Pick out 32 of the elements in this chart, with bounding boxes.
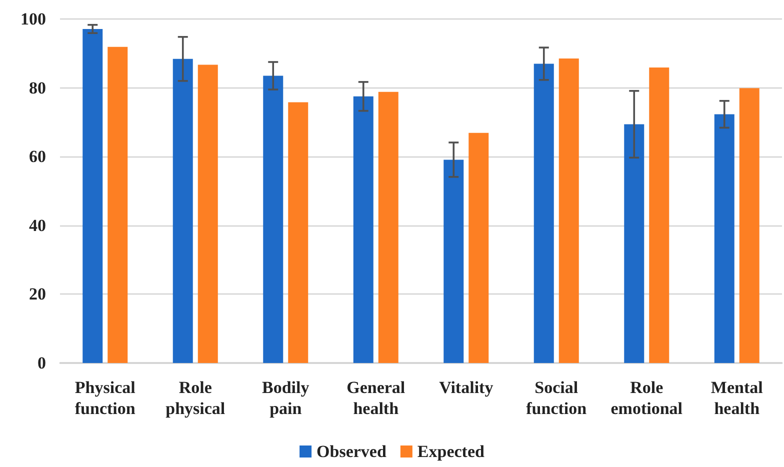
bar — [172, 58, 193, 363]
bar — [558, 58, 579, 363]
bar — [534, 64, 554, 363]
bar — [82, 28, 103, 363]
y-tick-label: 20 — [29, 284, 46, 304]
bar — [468, 132, 489, 363]
x-tick-label: Vitality — [439, 378, 494, 397]
bar — [263, 76, 284, 363]
bar — [444, 160, 464, 363]
x-tick-label: Role emotional — [610, 378, 683, 418]
y-tick-label: 100 — [20, 10, 46, 28]
x-tick-label: Social function — [526, 378, 588, 418]
legend-label: Observed — [316, 442, 387, 461]
bar — [649, 68, 670, 363]
bar — [108, 46, 128, 363]
x-tick-label: Role physical — [166, 378, 226, 418]
bar — [739, 88, 760, 363]
bar — [714, 114, 734, 363]
bar — [353, 96, 374, 363]
bar — [198, 64, 218, 363]
bar — [288, 102, 308, 363]
y-tick-label: 0 — [38, 354, 46, 372]
x-tick-label: Bodily pain — [262, 378, 310, 418]
bar — [624, 124, 644, 363]
bar — [378, 92, 398, 363]
x-tick-label: General health — [346, 378, 406, 418]
x-tick-label: Physical function — [74, 378, 136, 418]
y-tick-label: 80 — [29, 78, 46, 98]
legend-label: Expected — [417, 442, 486, 461]
y-tick-label: 40 — [29, 216, 46, 235]
y-tick-label: 60 — [29, 147, 46, 166]
x-tick-label: Mental health — [710, 378, 764, 418]
